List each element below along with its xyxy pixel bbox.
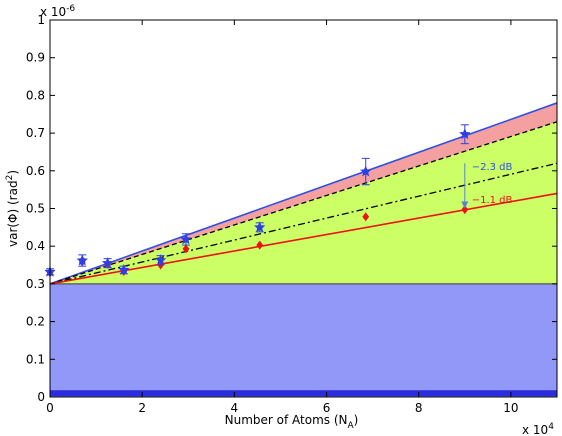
- diamond-point-8: [362, 212, 370, 222]
- axis-ticks: 00.10.20.30.40.50.60.70.80.910 2 4 6 8 10: [26, 13, 557, 415]
- star-point-2: [76, 254, 88, 266]
- x-axis-multiplier: x 104: [522, 422, 554, 436]
- y-tick-label: 0.6: [26, 164, 45, 178]
- y-tick-label: 0.5: [26, 202, 45, 216]
- x-tick-label: 10: [503, 401, 518, 415]
- fit-line-2: [49, 121, 558, 285]
- diamond-point-9: [461, 205, 469, 215]
- y-tick-label: 0.3: [26, 277, 45, 291]
- x-tick-label: 6: [323, 401, 331, 415]
- baseline-bar: [50, 390, 557, 397]
- diamond-point-7: [256, 240, 264, 250]
- x-tick-label: 0: [46, 401, 54, 415]
- x-tick-label: 4: [231, 401, 239, 415]
- fit-line-1: [49, 102, 558, 285]
- chart-lines: [49, 102, 558, 285]
- fit-line-3: [49, 162, 558, 285]
- y-tick-label: 0.8: [26, 88, 45, 102]
- annotation-label-2: −1.1 dB: [472, 195, 513, 206]
- star-point-7: [254, 221, 266, 233]
- x-axis-label: Number of Atoms (NA): [225, 413, 359, 431]
- y-tick-label: 0.9: [26, 51, 45, 65]
- y-tick-label: 0: [37, 390, 45, 404]
- y-axis-multiplier: x 10-6: [40, 4, 75, 19]
- star-point-8: [360, 165, 372, 177]
- x-tick-label: 8: [415, 401, 423, 415]
- star-point-3: [101, 257, 114, 268]
- y-tick-label: 0.2: [26, 315, 45, 329]
- chart-regions: [50, 102, 557, 397]
- star-point-5: [154, 254, 167, 265]
- chart-annotations: −2.3 dB −1.1 dB: [461, 162, 513, 209]
- x-tick-label: 2: [138, 401, 146, 415]
- y-axis-label: var(Φ) (rad2): [5, 170, 20, 247]
- star-point-9: [459, 128, 471, 140]
- annotation-arrow-head: [461, 201, 469, 209]
- y-tick-label: 0.1: [26, 352, 45, 366]
- star-point-4: [118, 264, 130, 275]
- annotation-label-1: −2.3 dB: [472, 162, 513, 173]
- y-tick-label: 1: [37, 13, 45, 27]
- star-point-6: [180, 233, 192, 245]
- blue-band-region: [50, 283, 557, 397]
- y-tick-label: 0.4: [26, 239, 45, 253]
- diamond-point-6: [182, 244, 190, 254]
- fit-line-4: [49, 192, 558, 285]
- y-tick-label: 0.7: [26, 126, 45, 140]
